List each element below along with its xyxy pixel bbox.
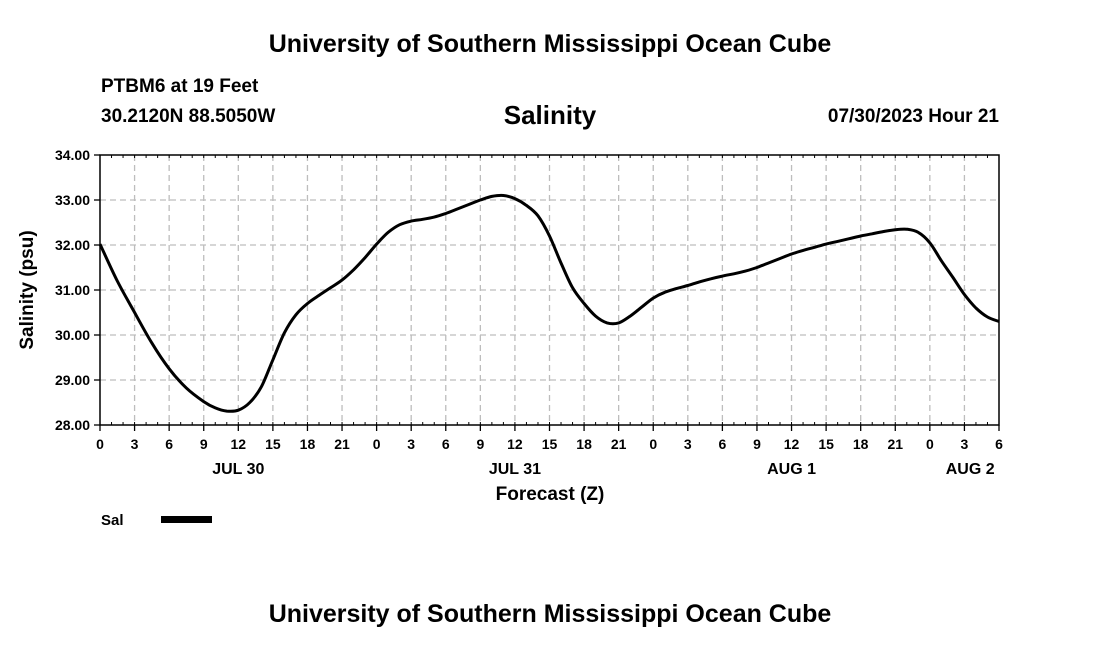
y-tick-label: 31.00	[55, 282, 90, 298]
x-tick-label: 15	[265, 436, 281, 452]
x-tick-label: 12	[507, 436, 523, 452]
y-axis-label: Salinity (psu)	[17, 230, 38, 349]
x-tick-label: 0	[926, 436, 934, 452]
x-tick-label: 0	[373, 436, 381, 452]
date-label: AUG 2	[946, 461, 995, 478]
x-tick-label: 15	[542, 436, 558, 452]
x-tick-label: 0	[96, 436, 104, 452]
y-tick-label: 30.00	[55, 327, 90, 343]
date-hour-label: 07/30/2023 Hour 21	[827, 106, 999, 127]
y-tick-label: 33.00	[55, 192, 90, 208]
x-tick-label: 6	[718, 436, 726, 452]
date-label: AUG 1	[767, 461, 816, 478]
legend-swatch	[161, 516, 212, 523]
grid	[100, 155, 999, 425]
x-tick-label: 0	[649, 436, 657, 452]
x-tick-label: 18	[576, 436, 592, 452]
x-tick-label: 21	[887, 436, 903, 452]
x-tick-label: 18	[853, 436, 869, 452]
x-axis-label: Forecast (Z)	[496, 484, 605, 505]
x-tick-label: 6	[165, 436, 173, 452]
date-label: JUL 31	[489, 461, 541, 478]
x-tick-label: 3	[131, 436, 139, 452]
y-tick-label: 34.00	[55, 147, 90, 163]
x-tick-label: 21	[334, 436, 350, 452]
x-tick-label: 18	[300, 436, 316, 452]
chart-title: Salinity	[503, 100, 597, 130]
series-layer	[98, 193, 1000, 413]
coordinates-label: 30.2120N 88.5050W	[101, 106, 276, 127]
x-tick-label: 21	[611, 436, 627, 452]
y-tick-label: 28.00	[55, 417, 90, 433]
y-tick-label: 29.00	[55, 372, 90, 388]
x-tick-label: 12	[231, 436, 247, 452]
station-label: PTBM6 at 19 Feet	[101, 76, 259, 97]
x-tick-label: 3	[407, 436, 415, 452]
x-tick-label: 15	[818, 436, 834, 452]
x-tick-label: 12	[784, 436, 800, 452]
x-tick-label: 6	[442, 436, 450, 452]
x-tick-label: 9	[476, 436, 484, 452]
series-line-sal	[98, 193, 1000, 413]
axis-ticks: 28.00 29.00 30.00 31.00 32.00 33.00 34.00 0 3 6 9 1…	[55, 147, 1003, 478]
legend-label: Sal	[101, 512, 124, 529]
x-tick-label: 3	[961, 436, 969, 452]
legend: Sal	[101, 512, 212, 529]
top-title: University of Southern Mississippi Ocean…	[268, 30, 832, 58]
x-tick-label: 9	[753, 436, 761, 452]
y-tick-label: 32.00	[55, 237, 90, 253]
x-tick-label: 3	[684, 436, 692, 452]
bottom-title: University of Southern Mississippi Ocean…	[268, 600, 832, 628]
x-tick-label: 6	[995, 436, 1003, 452]
date-label: JUL 30	[212, 461, 264, 478]
x-tick-label: 9	[200, 436, 208, 452]
